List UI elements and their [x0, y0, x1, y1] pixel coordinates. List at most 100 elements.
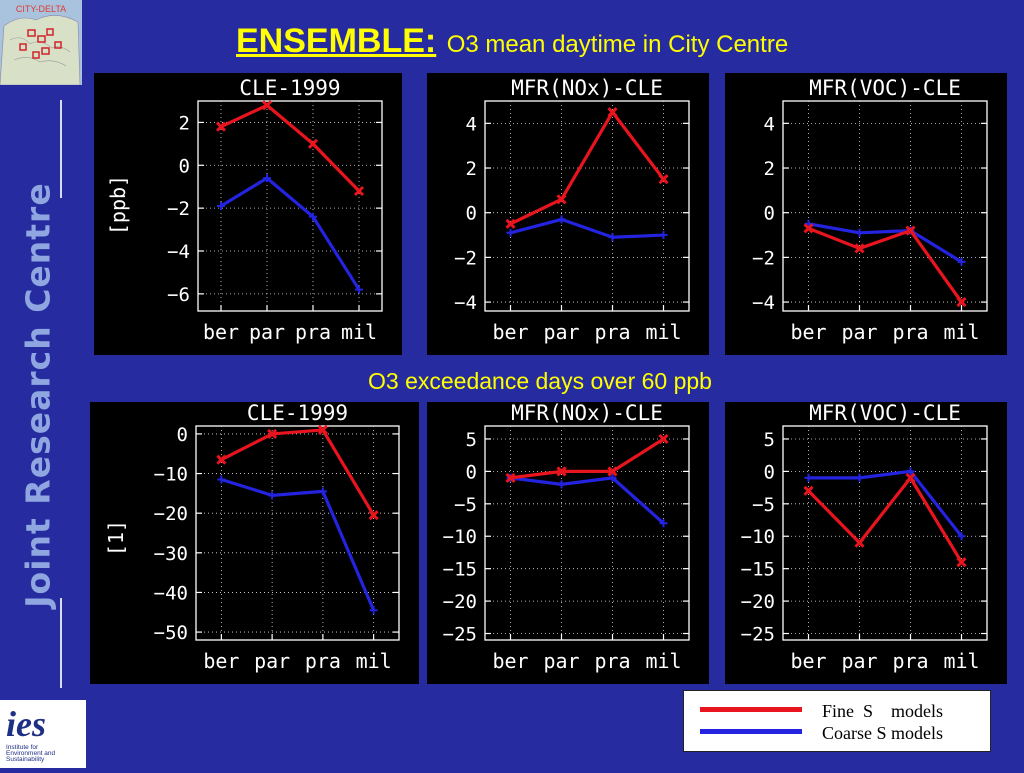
x-tick-label: pra	[594, 649, 630, 673]
title-ensemble: ENSEMBLE:	[236, 22, 437, 60]
y-tick-label: 0	[177, 424, 188, 446]
plot-frame	[195, 425, 400, 641]
x-tick-label: par	[841, 649, 877, 673]
series-line-coarse	[220, 176, 361, 291]
y-tick-label: −25	[741, 624, 775, 646]
data-point-fine	[803, 223, 814, 234]
plot-frame	[782, 100, 988, 312]
y-tick-label: −2	[167, 198, 190, 220]
chart-exc-mfr-nox: MFR(NOx)-CLE 5 0 −5 −10 −15 −20 −25 ber par pra mil	[443, 402, 690, 673]
x-tick-label: par	[249, 320, 285, 344]
chart-exc-cle-1999: CLE-1999 0 −10 −20 −30 −40 −50 ber par pra mil	[154, 402, 400, 673]
y-tick-label: −10	[741, 526, 775, 548]
ylabel-ppb: [ppb]	[106, 174, 130, 236]
x-tick-label: pra	[892, 649, 928, 673]
data-point-coarse	[906, 467, 915, 476]
x-tick-label: mil	[645, 649, 681, 673]
y-tick-label: 0	[466, 203, 477, 225]
data-point-fine	[505, 472, 516, 483]
plot-frame	[484, 425, 690, 641]
data-point-fine	[215, 121, 227, 132]
series-line-coarse	[510, 476, 665, 525]
data-point-coarse	[557, 480, 566, 489]
slide-title: ENSEMBLE: O3 mean daytime in City Centre	[236, 22, 788, 61]
chart-panel-4: CLE-1999 0 −10 −20 −30 −40 −50 ber par pra mil	[90, 402, 419, 684]
series-line-coarse	[510, 217, 664, 239]
y-tick-label: −25	[443, 624, 477, 646]
plot-frame	[197, 100, 383, 312]
y-tick-label: −2	[454, 247, 477, 269]
chart-title: MFR(VOC)-CLE	[809, 76, 961, 100]
data-point-coarse	[217, 475, 226, 484]
x-tick-label: pra	[892, 320, 928, 344]
series-line-fine	[220, 428, 375, 516]
series-line-fine	[807, 226, 963, 303]
data-point-fine	[353, 185, 365, 197]
data-point-coarse	[855, 228, 864, 237]
x-tick-label: ber	[203, 649, 239, 673]
data-point-fine	[905, 472, 916, 483]
y-tick-label: −4	[752, 292, 775, 314]
y-tick-label: 0	[764, 461, 775, 483]
y-tick-label: 5	[764, 429, 775, 451]
y-tick-label: −5	[454, 494, 477, 516]
ies-logo: ies Institute for Environment and Sustai…	[0, 700, 86, 768]
data-point-fine	[658, 433, 669, 445]
y-tick-label: −20	[443, 591, 477, 613]
data-point-coarse	[608, 233, 617, 242]
series-line-fine	[510, 437, 665, 480]
data-point-fine	[317, 424, 328, 436]
data-point-fine	[607, 466, 618, 477]
data-point-coarse	[369, 606, 378, 615]
x-tick-label: par	[841, 320, 877, 344]
side-divider-bottom	[60, 598, 62, 688]
data-point-coarse	[957, 532, 966, 541]
y-tick-label: 0	[764, 203, 775, 225]
data-point-fine	[267, 428, 278, 439]
y-tick-label: −10	[443, 526, 477, 548]
series-line-coarse	[808, 469, 963, 538]
y-tick-label: −15	[443, 559, 477, 581]
y-tick-label: −40	[154, 582, 188, 604]
data-point-fine	[607, 107, 618, 118]
data-point-coarse	[608, 473, 617, 482]
legend: Fine S models Coarse S models	[683, 690, 991, 752]
x-tick-label: par	[543, 320, 579, 344]
chart-panel-1: CLE-1999 2 0 −2 −4 −6 ber par pra mil	[94, 73, 402, 355]
x-tick-label: mil	[943, 320, 979, 344]
data-point-coarse	[659, 231, 668, 240]
data-point-coarse	[557, 215, 566, 224]
chart-panel-5: MFR(NOx)-CLE 5 0 −5 −10 −15 −20 −25 ber par pra mil	[427, 402, 709, 684]
y-tick-label: −50	[154, 622, 188, 644]
plot-frame	[782, 425, 988, 641]
chart-exc-mfr-voc: MFR(VOC)-CLE 5 0 −5 −10 −15 −20 −25 ber par pra mil	[741, 402, 988, 673]
x-tick-label: ber	[790, 320, 826, 344]
x-tick-label: pra	[594, 320, 630, 344]
y-tick-label: −20	[741, 591, 775, 613]
data-point-fine	[505, 218, 516, 229]
data-point-fine	[556, 194, 567, 205]
y-tick-label: −5	[752, 494, 775, 516]
y-tick-label: 2	[764, 158, 775, 180]
y-tick-label: 4	[764, 113, 775, 135]
x-tick-label: par	[543, 649, 579, 673]
y-tick-label: 2	[179, 112, 190, 134]
y-tick-label: −30	[154, 543, 188, 565]
chart-o3-cle-1999: CLE-1999 2 0 −2 −4 −6 ber par pra mil	[167, 76, 383, 344]
data-point-coarse	[957, 257, 966, 266]
data-point-fine	[368, 510, 379, 521]
data-point-fine	[854, 243, 865, 254]
series-line-fine	[220, 103, 361, 193]
y-tick-label: −4	[167, 241, 190, 263]
x-tick-label: par	[254, 649, 290, 673]
data-point-coarse	[506, 228, 515, 237]
data-point-coarse	[217, 202, 225, 210]
data-point-coarse	[855, 473, 864, 482]
jrc-vertical-label: Joint Research Centre	[18, 182, 58, 608]
data-point-coarse	[355, 285, 363, 294]
x-tick-label: ber	[203, 320, 239, 344]
chart-panel-3: MFR(VOC)-CLE 4 2 0 −2 −4 ber par pra mil	[725, 73, 1007, 355]
data-point-coarse	[263, 174, 271, 183]
data-point-fine	[216, 454, 227, 465]
legend-swatch-coarse	[700, 729, 802, 734]
